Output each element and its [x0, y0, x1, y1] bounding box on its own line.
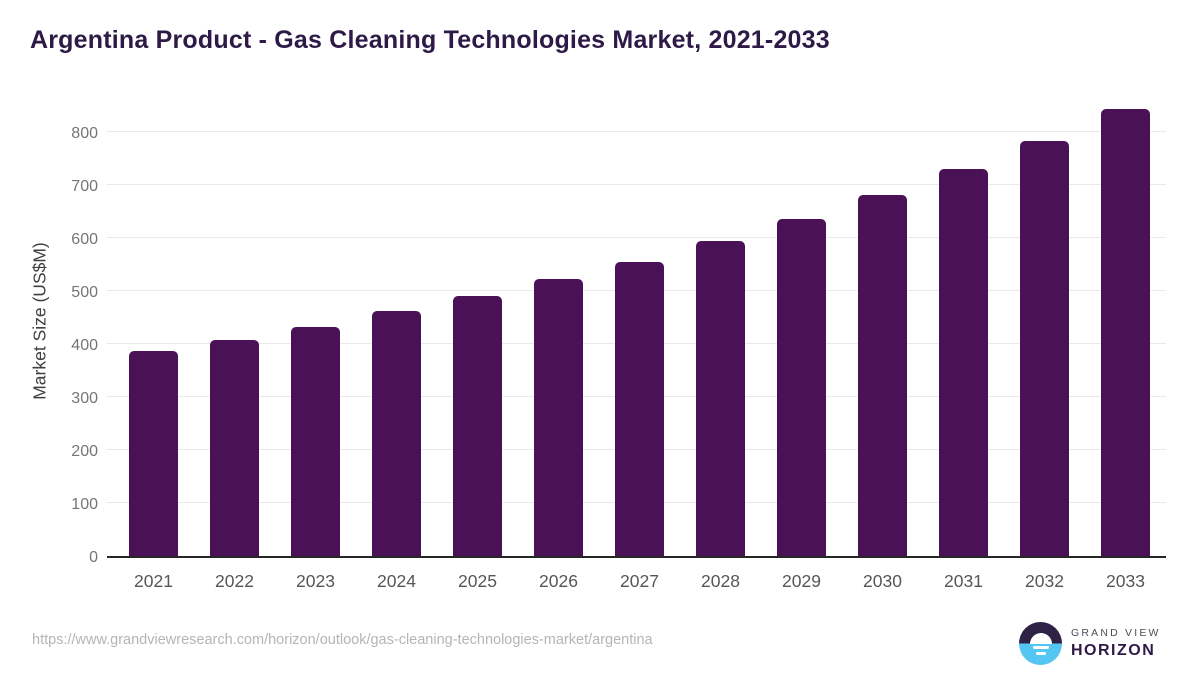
x-tick-label: 2021 — [134, 571, 173, 591]
y-tick-label: 0 — [89, 549, 98, 566]
x-tick-label: 2025 — [458, 571, 497, 591]
y-axis-ticks: 0 100 200 300 400 500 600 700 800 — [0, 108, 98, 566]
bar-slot: 2021 — [113, 108, 194, 591]
logo-text: GRAND VIEW HORIZON — [1071, 627, 1161, 660]
sun-reflection-bar — [1035, 652, 1046, 655]
bar-2024 — [372, 311, 421, 556]
gridline — [107, 131, 1166, 133]
logo-brand-name: GRAND VIEW — [1071, 627, 1161, 639]
x-tick-label: 2033 — [1106, 571, 1145, 591]
bar-2029 — [777, 219, 826, 556]
bar-slot: 2033 — [1085, 108, 1166, 591]
x-tick-label: 2023 — [296, 571, 335, 591]
x-tick-label: 2022 — [215, 571, 254, 591]
gridline — [107, 237, 1166, 239]
x-tick-label: 2031 — [944, 571, 983, 591]
grand-view-horizon-logo: GRAND VIEW HORIZON — [1019, 622, 1161, 665]
y-tick-label: 400 — [71, 337, 98, 355]
gridline — [107, 184, 1166, 186]
bar-2033 — [1101, 109, 1150, 556]
bar-slot: 2024 — [356, 108, 437, 591]
bar-slot: 2022 — [194, 108, 275, 591]
horizon-sun-icon — [1019, 622, 1062, 665]
bar-slot: 2027 — [599, 108, 680, 591]
y-tick-label: 800 — [71, 125, 98, 143]
bar-slot: 2031 — [923, 108, 1004, 591]
bar-slot: 2025 — [437, 108, 518, 591]
bar-slot: 2026 — [518, 108, 599, 591]
bar-slot: 2028 — [680, 108, 761, 591]
y-tick-label: 500 — [71, 284, 98, 302]
bar-2025 — [453, 296, 502, 556]
plot-area: 2021 2022 2023 2024 2025 2026 2027 2028 2029 2030… — [107, 108, 1166, 591]
bar-slot: 2030 — [842, 108, 923, 591]
y-tick-label: 700 — [71, 178, 98, 196]
bar-2031 — [939, 169, 988, 556]
x-tick-label: 2026 — [539, 571, 578, 591]
chart-title: Argentina Product - Gas Cleaning Technol… — [30, 26, 830, 54]
bar-slot: 2032 — [1004, 108, 1085, 591]
sun-shape — [1029, 632, 1052, 644]
x-tick-label: 2027 — [620, 571, 659, 591]
y-tick-label: 600 — [71, 231, 98, 249]
bar-series: 2021 2022 2023 2024 2025 2026 2027 2028 2029 2030… — [107, 108, 1166, 591]
x-tick-label: 2024 — [377, 571, 416, 591]
bar-slot: 2023 — [275, 108, 356, 591]
bar-2023 — [291, 326, 340, 556]
x-tick-label: 2029 — [782, 571, 821, 591]
y-tick-label: 100 — [71, 496, 98, 514]
bar-2021 — [129, 351, 178, 556]
sun-reflection-bar — [1032, 646, 1049, 649]
logo-product-name: HORIZON — [1071, 642, 1156, 659]
x-tick-label: 2030 — [863, 571, 902, 591]
source-url: https://www.grandviewresearch.com/horizo… — [32, 632, 653, 648]
bar-2032 — [1020, 140, 1069, 556]
bar-2026 — [534, 279, 583, 556]
x-tick-label: 2028 — [701, 571, 740, 591]
bar-2022 — [210, 339, 259, 556]
bar-2028 — [696, 241, 745, 556]
bar-2027 — [615, 261, 664, 556]
bar-2030 — [858, 194, 907, 556]
y-tick-label: 300 — [71, 390, 98, 408]
y-tick-label: 200 — [71, 443, 98, 461]
bar-slot: 2029 — [761, 108, 842, 591]
x-tick-label: 2032 — [1025, 571, 1064, 591]
